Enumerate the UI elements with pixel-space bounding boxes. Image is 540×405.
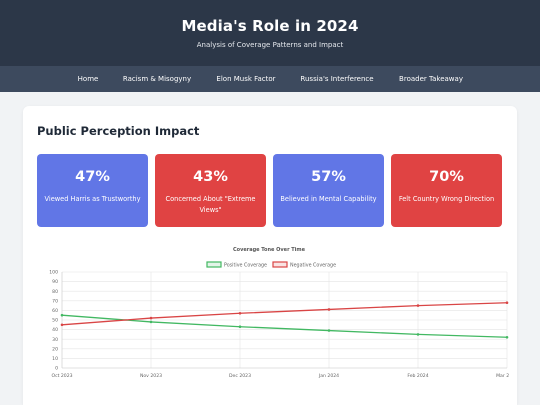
stat-label: Believed in Mental Capability [280,195,377,203]
y-tick-label: 100 [49,270,58,276]
x-tick-label: Mar 2024 [496,373,509,379]
chart-series [60,301,509,339]
chart-legend: Positive Coverage Negative Coverage [206,261,336,269]
data-point[interactable] [60,323,64,327]
stat-value: 70% [429,169,464,185]
nav-item-russias-interference[interactable]: Russia's Interference [300,75,374,83]
legend-swatch-positive[interactable] [206,261,222,268]
page-title: Media's Role in 2024 [181,17,359,35]
y-tick-label: 40 [52,327,58,333]
legend-label-negative[interactable]: Negative Coverage [290,263,336,269]
stat-value: 43% [193,169,228,185]
data-point[interactable] [149,320,153,324]
stat-value: 47% [75,169,110,185]
y-tick-label: 10 [52,356,58,362]
y-tick-label: 60 [52,308,58,314]
stat-card-wrong-direction: 70% Felt Country Wrong Direction [391,154,502,227]
coverage-tone-chart: Coverage Tone Over Time Positive Coverag… [49,247,509,379]
section-title: Public Perception Impact [37,124,200,138]
data-point[interactable] [238,311,242,315]
y-tick-label: 20 [52,346,58,352]
stat-label: Concerned About "Extreme Views" [165,195,256,214]
legend-swatch-negative[interactable] [272,261,288,268]
data-point[interactable] [416,333,420,336]
stat-card-mental-capability: 57% Believed in Mental Capability [273,154,384,227]
chart-title: Coverage Tone Over Time [233,247,306,253]
data-point[interactable] [60,313,64,317]
stat-value: 57% [311,169,346,185]
stat-label: Felt Country Wrong Direction [398,195,495,203]
data-point[interactable] [505,301,509,305]
data-point[interactable] [238,325,242,329]
data-point[interactable] [416,304,420,307]
stat-card-extreme-views: 43% Concerned About "Extreme Views" [155,154,266,227]
data-point[interactable] [327,329,331,332]
series-line-negative [61,302,508,326]
nav-item-home[interactable]: Home [77,75,99,83]
chart-y-axis: 0 10 20 30 40 50 60 70 80 90 100 [49,270,63,372]
data-point[interactable] [149,316,153,320]
page-header: Media's Role in 2024 Analysis of Coverag… [0,0,540,66]
y-tick-label: 90 [52,279,58,285]
stat-card-trustworthy: 47% Viewed Harris as Trustworthy [37,154,148,227]
x-tick-label: Jan 2024 [318,373,339,379]
x-tick-label: Dec 2023 [229,373,251,379]
nav-item-racism-misogyny[interactable]: Racism & Misogyny [122,75,192,83]
chart-x-axis: Oct 2023 Nov 2023 Dec 2023 Jan 2024 Feb 2024… [51,367,509,379]
perception-card: Public Perception Impact 47% Viewed Harr… [23,106,517,405]
nav-item-broader-takeaway[interactable]: Broader Takeaway [399,75,463,83]
legend-label-positive[interactable]: Positive Coverage [224,263,267,269]
data-point[interactable] [327,308,331,311]
series-line-positive [61,314,508,338]
page-subtitle: Analysis of Coverage Patterns and Impact [196,41,344,49]
main-nav: Home Racism & Misogyny Elon Musk Factor … [0,66,540,92]
y-tick-label: 70 [52,298,58,304]
x-tick-label: Nov 2023 [140,373,162,379]
y-tick-label: 50 [52,318,58,324]
y-tick-label: 30 [52,337,58,343]
data-point[interactable] [505,335,509,339]
stat-label: Viewed Harris as Trustworthy [44,195,141,203]
x-tick-label: Feb 2024 [407,373,428,379]
nav-item-elon-musk-factor[interactable]: Elon Musk Factor [216,75,276,83]
y-tick-label: 80 [52,289,58,295]
y-tick-label: 0 [55,366,58,372]
x-tick-label: Oct 2023 [51,373,72,379]
